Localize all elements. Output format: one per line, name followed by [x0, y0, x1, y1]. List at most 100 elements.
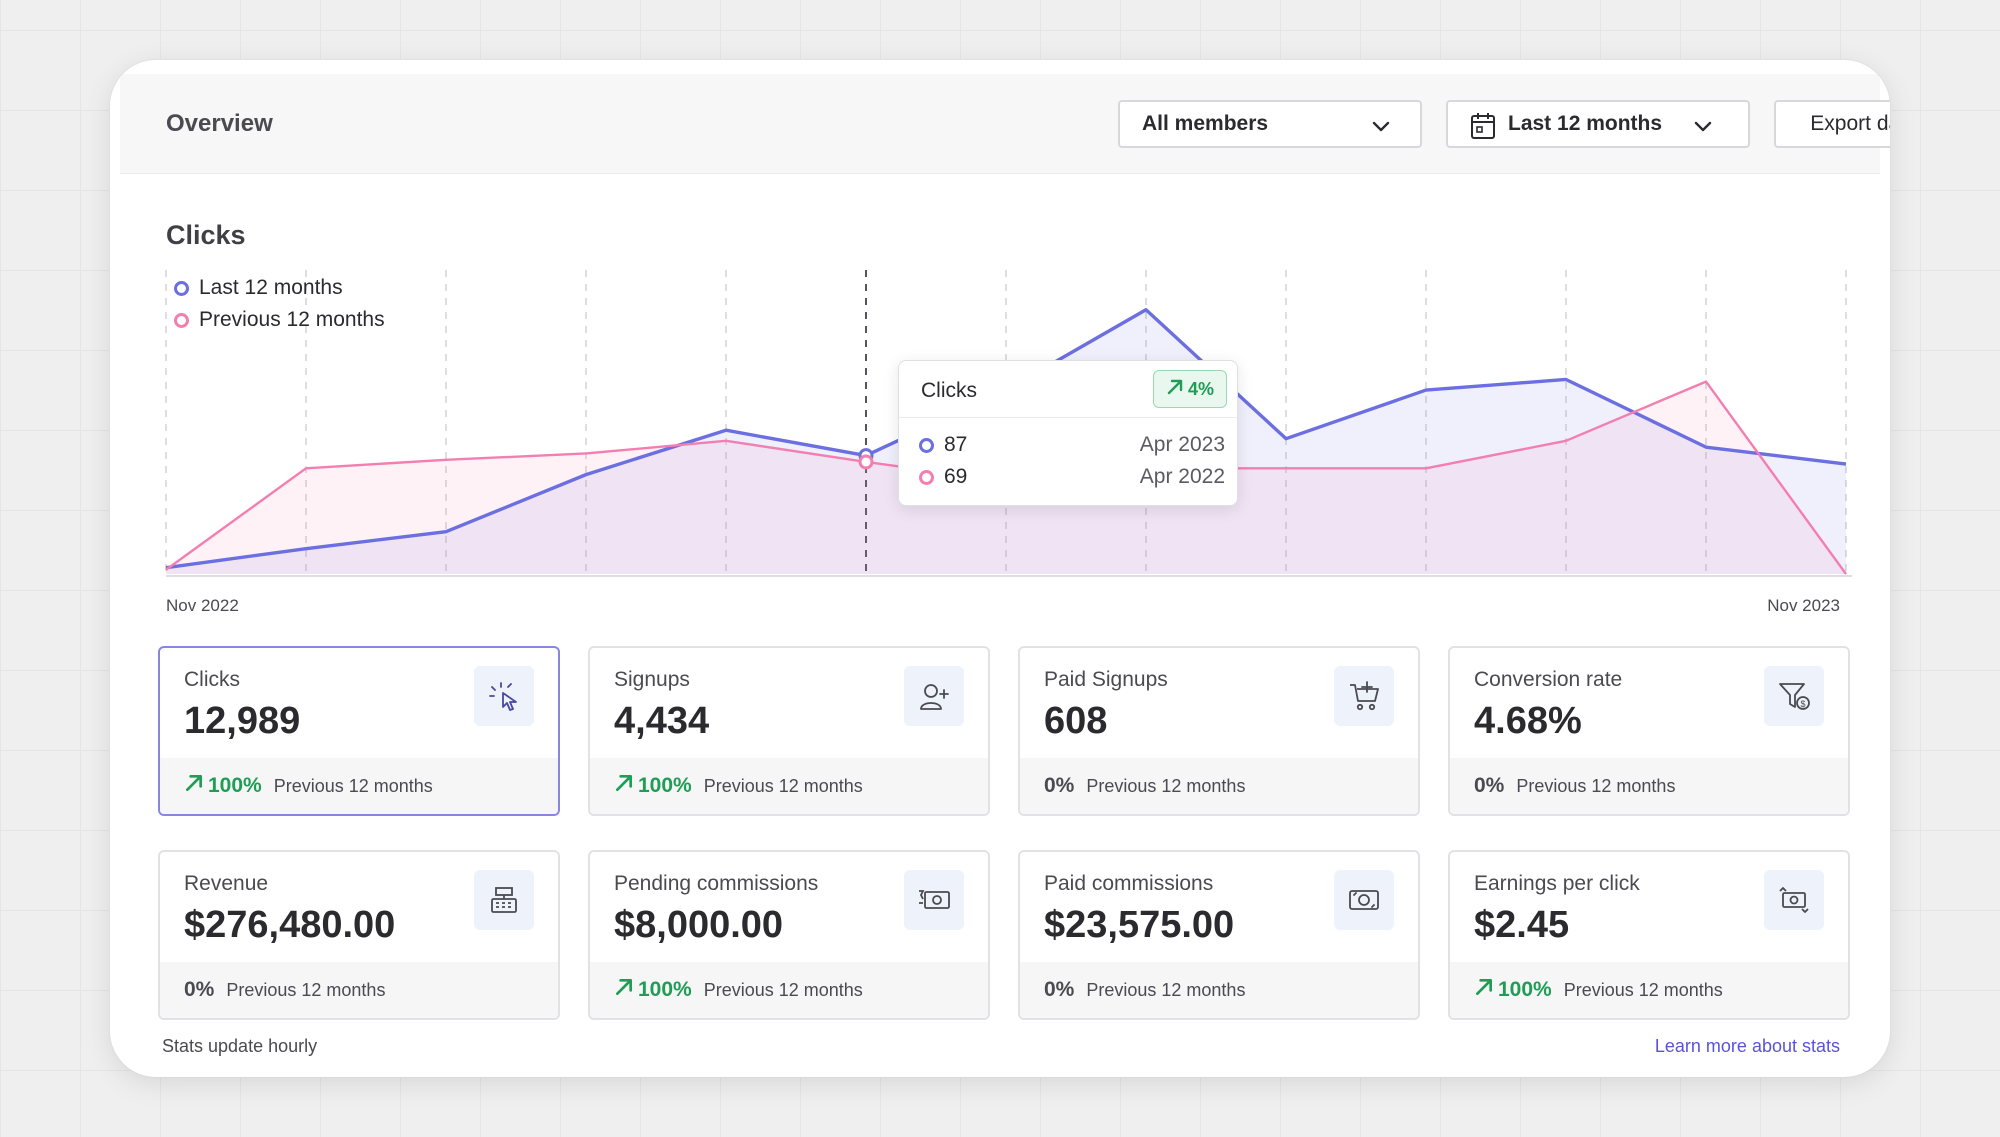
stat-label: Earnings per click — [1474, 872, 1640, 895]
series-point-1 — [858, 454, 874, 470]
pointer-click-icon — [474, 666, 534, 726]
chart-tooltip: Clicks 4% 87 Apr 2023 69 Apr 2022 — [898, 360, 1238, 506]
stat-label: Paid Signups — [1044, 668, 1168, 691]
tooltip-title: Clicks — [921, 379, 977, 402]
clicks-chart — [165, 270, 1852, 577]
stat-label: Paid commissions — [1044, 872, 1214, 895]
series-area-1 — [166, 381, 1846, 574]
stat-footer: 0% Previous 12 months — [1020, 962, 1418, 1018]
money-pending-icon — [904, 870, 964, 930]
stat-label: Pending commissions — [614, 872, 819, 895]
tooltip-date-previous: Apr 2022 — [1139, 465, 1225, 488]
legend-item-last: Last 12 months — [174, 272, 385, 304]
stat-card-pending-commissions[interactable]: Pending commissions $8,000.00 100% Previous… — [588, 850, 990, 1020]
stat-caption: Previous 12 months — [703, 775, 863, 796]
date-range-label: Last 12 months — [1508, 112, 1663, 135]
members-select[interactable]: All members — [1118, 100, 1422, 148]
stat-change-value: 0% — [184, 978, 215, 1001]
stat-footer: 100% Previous 12 months — [590, 962, 988, 1018]
stat-footer: 100% Previous 12 months — [590, 758, 988, 814]
x-axis-end-label: Nov 2023 — [1767, 596, 1840, 615]
stat-footer: 100% Previous 12 months — [1450, 962, 1848, 1018]
export-data-button[interactable]: Export data — [1774, 100, 1890, 148]
stat-value: 608 — [1044, 700, 1108, 742]
svg-text:$: $ — [1800, 699, 1805, 709]
stat-value: 4,434 — [614, 700, 710, 742]
stat-footer: 100% Previous 12 months — [160, 758, 558, 814]
legend-label-previous: Previous 12 months — [199, 308, 385, 331]
calendar-icon — [1470, 112, 1496, 140]
export-data-label: Export data — [1810, 112, 1890, 135]
cash-register-icon — [474, 870, 534, 930]
date-range-select[interactable]: Last 12 months — [1446, 100, 1750, 148]
tooltip-marker-last — [919, 437, 934, 453]
tooltip-value-previous: 69 — [944, 465, 968, 488]
stat-change: 100% — [184, 773, 262, 799]
stat-value: $2.45 — [1474, 904, 1570, 946]
stat-change-value: 0% — [1474, 774, 1505, 797]
stat-card-clicks[interactable]: Clicks 12,989 100% Previous 12 months — [158, 646, 560, 816]
chart-title: Clicks — [166, 220, 246, 250]
stat-change-value: 100% — [1498, 978, 1552, 1001]
tooltip-row-last: 87 Apr 2023 — [919, 433, 1225, 457]
x-axis-start-label: Nov 2022 — [166, 596, 239, 615]
stat-change-value: 100% — [638, 978, 692, 1001]
chevron-down-icon — [1692, 115, 1714, 137]
stat-change-value: 0% — [1044, 774, 1075, 797]
stat-card-earnings-per-click[interactable]: Earnings per click $2.45 100% Previous 12 m… — [1448, 850, 1850, 1020]
stat-change: 0% — [1474, 774, 1504, 798]
tooltip-value-last: 87 — [944, 433, 968, 456]
stat-value: 12,989 — [184, 700, 301, 742]
tooltip-change-value: 4% — [1187, 378, 1214, 399]
stat-change-value: 0% — [1044, 978, 1075, 1001]
money-exchange-icon — [1764, 870, 1824, 930]
tooltip-date-last: Apr 2023 — [1139, 433, 1225, 456]
stat-change: 0% — [184, 978, 214, 1002]
arrow-up-right-icon — [614, 773, 634, 799]
stat-card-revenue[interactable]: Revenue $276,480.00 0% Previous 12 months — [158, 850, 560, 1020]
stat-change: 100% — [614, 773, 692, 799]
arrow-up-right-icon — [184, 773, 204, 799]
stat-label: Revenue — [184, 872, 269, 895]
stats-update-note: Stats update hourly — [162, 1036, 318, 1056]
tooltip-divider — [899, 417, 1237, 418]
legend-label-last: Last 12 months — [199, 276, 343, 299]
legend-marker-previous — [174, 312, 189, 328]
tooltip-row-previous: 69 Apr 2022 — [919, 465, 1225, 489]
stat-label: Conversion rate — [1474, 668, 1623, 691]
arrow-up-right-icon — [1166, 378, 1184, 401]
stat-value: $276,480.00 — [184, 904, 396, 946]
stat-value: $23,575.00 — [1044, 904, 1235, 946]
stat-label: Clicks — [184, 668, 240, 691]
tooltip-change-badge: 4% — [1152, 370, 1227, 408]
tooltip-marker-previous — [919, 469, 934, 485]
stat-caption: Previous 12 months — [703, 979, 863, 1000]
chevron-down-icon — [1370, 115, 1392, 137]
funnel-dollar-icon: $ — [1764, 666, 1824, 726]
stat-change-value: 100% — [208, 774, 262, 797]
stat-footer: 0% Previous 12 months — [1450, 758, 1848, 814]
stat-change: 100% — [614, 977, 692, 1003]
page-title: Overview — [166, 110, 273, 137]
stat-change: 100% — [1474, 977, 1552, 1003]
arrow-up-right-icon — [1474, 977, 1494, 1003]
stat-caption: Previous 12 months — [1086, 979, 1246, 1000]
stat-card-signups[interactable]: Signups 4,434 100% Previous 12 months — [588, 646, 990, 816]
stat-card-paid-commissions[interactable]: Paid commissions $23,575.00 0% Previous 12 … — [1018, 850, 1420, 1020]
legend-item-previous: Previous 12 months — [174, 304, 385, 336]
members-select-label: All members — [1142, 112, 1269, 135]
learn-more-link[interactable]: Learn more about stats — [1654, 1036, 1840, 1056]
chart-legend: Last 12 months Previous 12 months — [174, 272, 385, 336]
stat-footer: 0% Previous 12 months — [160, 962, 558, 1018]
stat-change: 0% — [1044, 978, 1074, 1002]
arrow-up-right-icon — [614, 977, 634, 1003]
stat-card-conversion-rate[interactable]: Conversion rate 4.68% $0% Previous 12 month… — [1448, 646, 1850, 816]
cart-plus-icon — [1334, 666, 1394, 726]
stat-caption: Previous 12 months — [1563, 979, 1723, 1000]
stat-card-paid-signups[interactable]: Paid Signups 608 0% Previous 12 months — [1018, 646, 1420, 816]
overview-header: Overview All members Last 12 months Expo… — [120, 74, 1890, 174]
user-plus-icon — [904, 666, 964, 726]
stat-caption: Previous 12 months — [1516, 775, 1676, 796]
stat-change: 0% — [1044, 774, 1074, 798]
stat-value: 4.68% — [1474, 700, 1582, 742]
